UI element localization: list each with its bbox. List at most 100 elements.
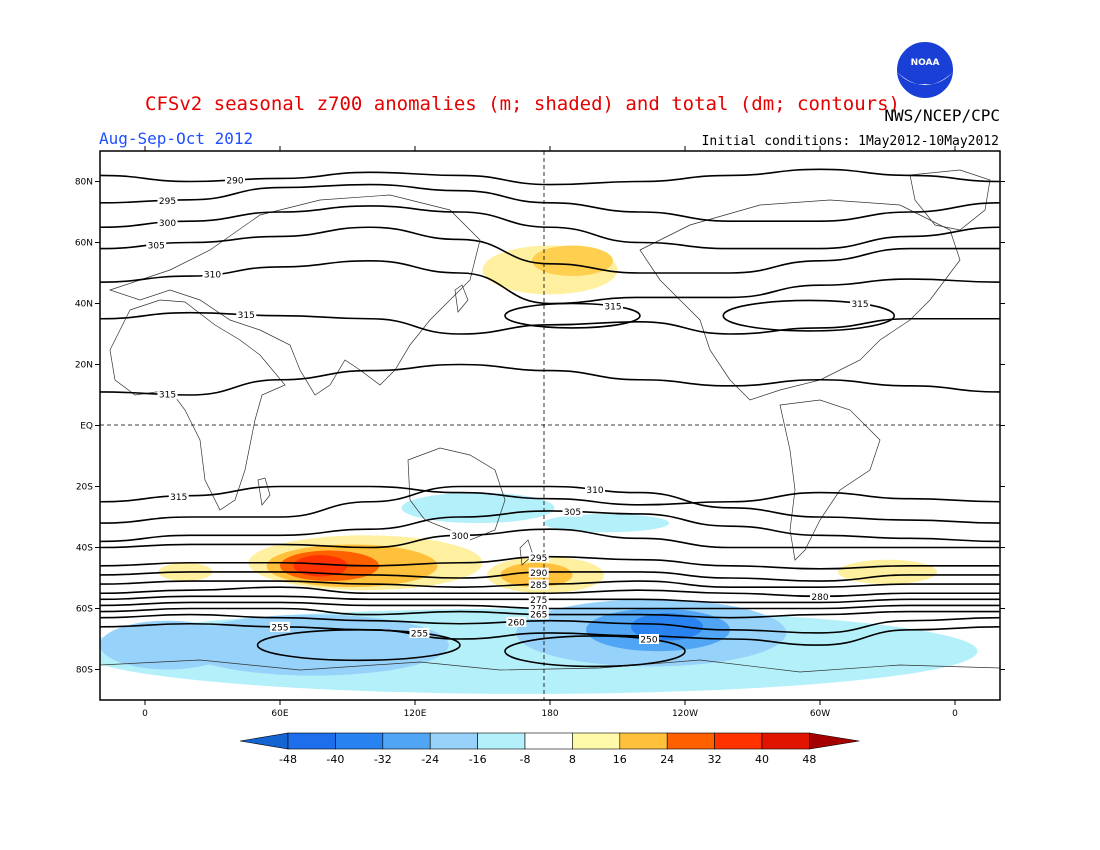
- coastline-australia: [407, 447, 506, 541]
- y-tick-label: EQ: [80, 422, 93, 432]
- anomaly-region: [838, 559, 937, 585]
- coastline-greenland: [909, 169, 991, 231]
- colorbar-swatch: [666, 732, 715, 750]
- noaa-logo: NOAA: [895, 40, 955, 100]
- contour-line: [100, 485, 1000, 506]
- anomaly-region: [401, 492, 555, 524]
- initial-conditions-label: Initial conditions: 1May2012-10May2012: [702, 134, 999, 149]
- colorbar-tick-label: 24: [660, 753, 674, 766]
- contour-label-bg: [528, 552, 549, 563]
- contour-label-bg: [528, 603, 549, 614]
- x-tick-label: 0: [142, 709, 148, 719]
- colorbar-swatch: [477, 732, 526, 750]
- contour-line: [100, 571, 1000, 582]
- x-tick-label: 60E: [271, 709, 288, 719]
- contour-label: 305: [148, 241, 165, 251]
- anomaly-region: [543, 513, 670, 533]
- height-contours: 290 295 300 305 310 315 315 315 310 305 300 295 290 2…: [100, 168, 1000, 668]
- contour-line: [100, 363, 1000, 396]
- map-axes: 0 60E 120E 180 120W 60W 0 80N 60N 40N 20N EQ 20S 40S 6…: [75, 146, 1005, 719]
- coastline-north-america: [639, 199, 961, 401]
- contour-label: 265: [530, 611, 547, 621]
- contour-line: [100, 580, 1000, 588]
- colorbar-tick-label: -48: [279, 753, 297, 766]
- colorbar-swatch: [382, 732, 431, 750]
- contour-ring: [504, 302, 641, 329]
- contour-label: 290: [530, 569, 547, 579]
- contour-label: 310: [586, 486, 603, 496]
- colorbar-tick-label: 16: [613, 753, 627, 766]
- contour-label-bg: [639, 634, 659, 644]
- contour-line: [100, 485, 1000, 524]
- coastline-south-america: [779, 399, 881, 561]
- coastlines: [100, 169, 1000, 673]
- y-tick-label: 20N: [75, 361, 93, 371]
- colorbar-arrow-low: [239, 732, 289, 750]
- chart-title: CFSv2 seasonal z700 anomalies (m; shaded…: [145, 93, 900, 115]
- contour-label-bg: [202, 268, 223, 279]
- contour-label-bg: [603, 300, 623, 311]
- colorbar-arrow-high: [809, 732, 860, 750]
- colorbar-swatch: [524, 732, 573, 750]
- y-tick-label: 60N: [75, 239, 93, 249]
- period-label: Aug-Sep-Oct 2012: [99, 129, 253, 148]
- contour-label: 290: [226, 176, 243, 186]
- colorbar-tick-label: 8: [569, 753, 576, 766]
- colorbar-tick-label: 48: [802, 753, 816, 766]
- y-tick-label: 80N: [75, 178, 93, 188]
- contour-label: 315: [159, 391, 176, 401]
- colorbar-swatch: [714, 732, 763, 750]
- colorbar-swatch: [572, 732, 621, 750]
- contour-label-bg: [850, 298, 871, 309]
- contour-label: 315: [170, 493, 187, 503]
- contour-line: [100, 613, 1000, 634]
- contour-label: 300: [451, 532, 468, 542]
- contour-ring: [504, 635, 686, 668]
- contour-label-bg: [157, 195, 178, 206]
- map-area: 290 295 300 305 310 315 315 315 310 305 300 295 290 2…: [75, 146, 1005, 719]
- contour-label-bg: [157, 217, 178, 228]
- colorbar-swatch: [287, 732, 336, 750]
- contour-label-bg: [528, 579, 549, 590]
- contour-label-bg: [409, 627, 430, 638]
- contour-label: 315: [604, 302, 621, 312]
- contour-label-bg: [528, 609, 549, 620]
- contour-label: 295: [159, 197, 176, 207]
- y-tick-label: 80S: [76, 666, 93, 676]
- contour-line: [100, 601, 1000, 610]
- contour-label-bg: [585, 484, 605, 495]
- contour-ring: [722, 299, 896, 332]
- x-tick-label: 0: [952, 709, 958, 719]
- colorbar-tick-label: -8: [520, 753, 531, 766]
- contour-ring: [256, 629, 461, 662]
- contour-line: [100, 226, 1000, 274]
- y-tick-label: 60S: [76, 605, 93, 615]
- contour-label: 285: [530, 581, 547, 591]
- organization-label: NWS/NCEP/CPC: [884, 106, 1000, 125]
- colorbar-swatch: [429, 732, 478, 750]
- contour-line: [100, 555, 1000, 570]
- colorbar-swatch: [761, 732, 810, 750]
- contour-label-bg: [506, 616, 527, 627]
- contour-line: [100, 528, 1000, 549]
- coastline-japan: [454, 284, 469, 313]
- contour-line: [100, 205, 1000, 250]
- contour-label-bg: [270, 621, 290, 632]
- colorbar-tick-label: 32: [708, 753, 722, 766]
- colorbar-tick-label: -24: [421, 753, 439, 766]
- contour-label-bg: [225, 174, 245, 185]
- contour-label: 310: [204, 270, 221, 280]
- contour-label-bg: [810, 591, 830, 602]
- contour-label: 255: [271, 623, 288, 633]
- contour-label-bg: [146, 239, 167, 250]
- contour-line: [100, 622, 1000, 646]
- contour-label-bg: [157, 389, 178, 400]
- contour-label: 260: [508, 618, 525, 628]
- y-tick-label: 20S: [76, 483, 93, 493]
- contour-line: [100, 607, 1000, 619]
- contour-label: 295: [530, 554, 547, 564]
- x-tick-label: 120E: [404, 709, 427, 719]
- anomaly-region: [100, 620, 235, 670]
- colorbar-tick-label: -40: [326, 753, 344, 766]
